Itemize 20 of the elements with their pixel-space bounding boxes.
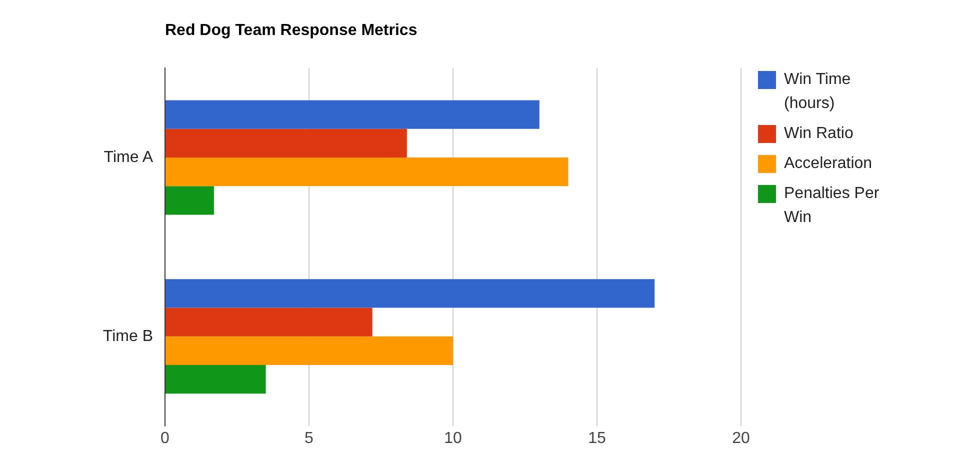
legend-label: Win Ratio (784, 124, 854, 144)
x-tick-label: 10 (444, 430, 462, 447)
bar (166, 100, 540, 129)
x-tick-label: 5 (304, 430, 314, 447)
x-tick-label: 15 (588, 430, 606, 447)
legend-label: Acceleration (784, 154, 874, 174)
bar (166, 336, 453, 365)
bar (166, 364, 266, 394)
x-tick-label: 20 (732, 430, 750, 447)
bar (166, 186, 214, 215)
x-tick-label: 0 (160, 430, 170, 447)
bar (166, 157, 568, 186)
legend-label: Penalties Per Win (784, 184, 880, 228)
y-tick-label: Time A (104, 148, 154, 166)
bar (166, 308, 372, 336)
legend-label: Win Time (hours) (784, 70, 852, 114)
chart-title: Red Dog Team Response Metrics (165, 22, 418, 40)
bar (166, 128, 407, 158)
y-tick-label: Time B (102, 328, 153, 345)
bar (166, 279, 655, 308)
